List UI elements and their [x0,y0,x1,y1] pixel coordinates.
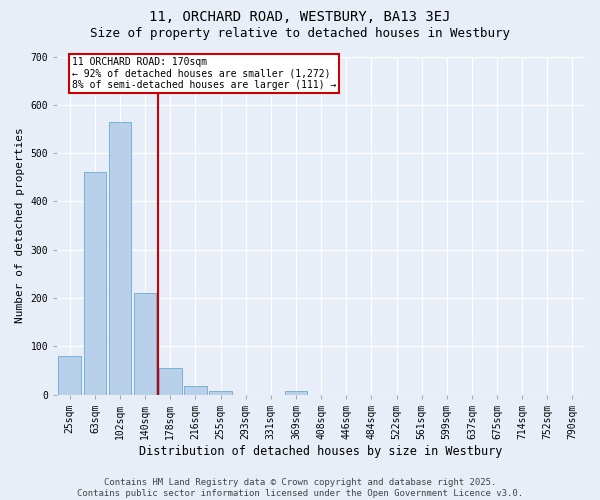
Bar [284,391,307,394]
Bar [109,122,131,394]
Text: 11 ORCHARD ROAD: 170sqm
← 92% of detached houses are smaller (1,272)
8% of semi-: 11 ORCHARD ROAD: 170sqm ← 92% of detache… [72,56,336,90]
Text: Contains HM Land Registry data © Crown copyright and database right 2025.
Contai: Contains HM Land Registry data © Crown c… [77,478,523,498]
X-axis label: Distribution of detached houses by size in Westbury: Distribution of detached houses by size … [139,444,503,458]
Bar [159,368,182,394]
Text: Size of property relative to detached houses in Westbury: Size of property relative to detached ho… [90,28,510,40]
Bar [184,386,207,394]
Bar [134,293,157,394]
Bar [83,172,106,394]
Y-axis label: Number of detached properties: Number of detached properties [15,128,25,324]
Text: 11, ORCHARD ROAD, WESTBURY, BA13 3EJ: 11, ORCHARD ROAD, WESTBURY, BA13 3EJ [149,10,451,24]
Bar [209,391,232,394]
Bar [58,356,81,395]
